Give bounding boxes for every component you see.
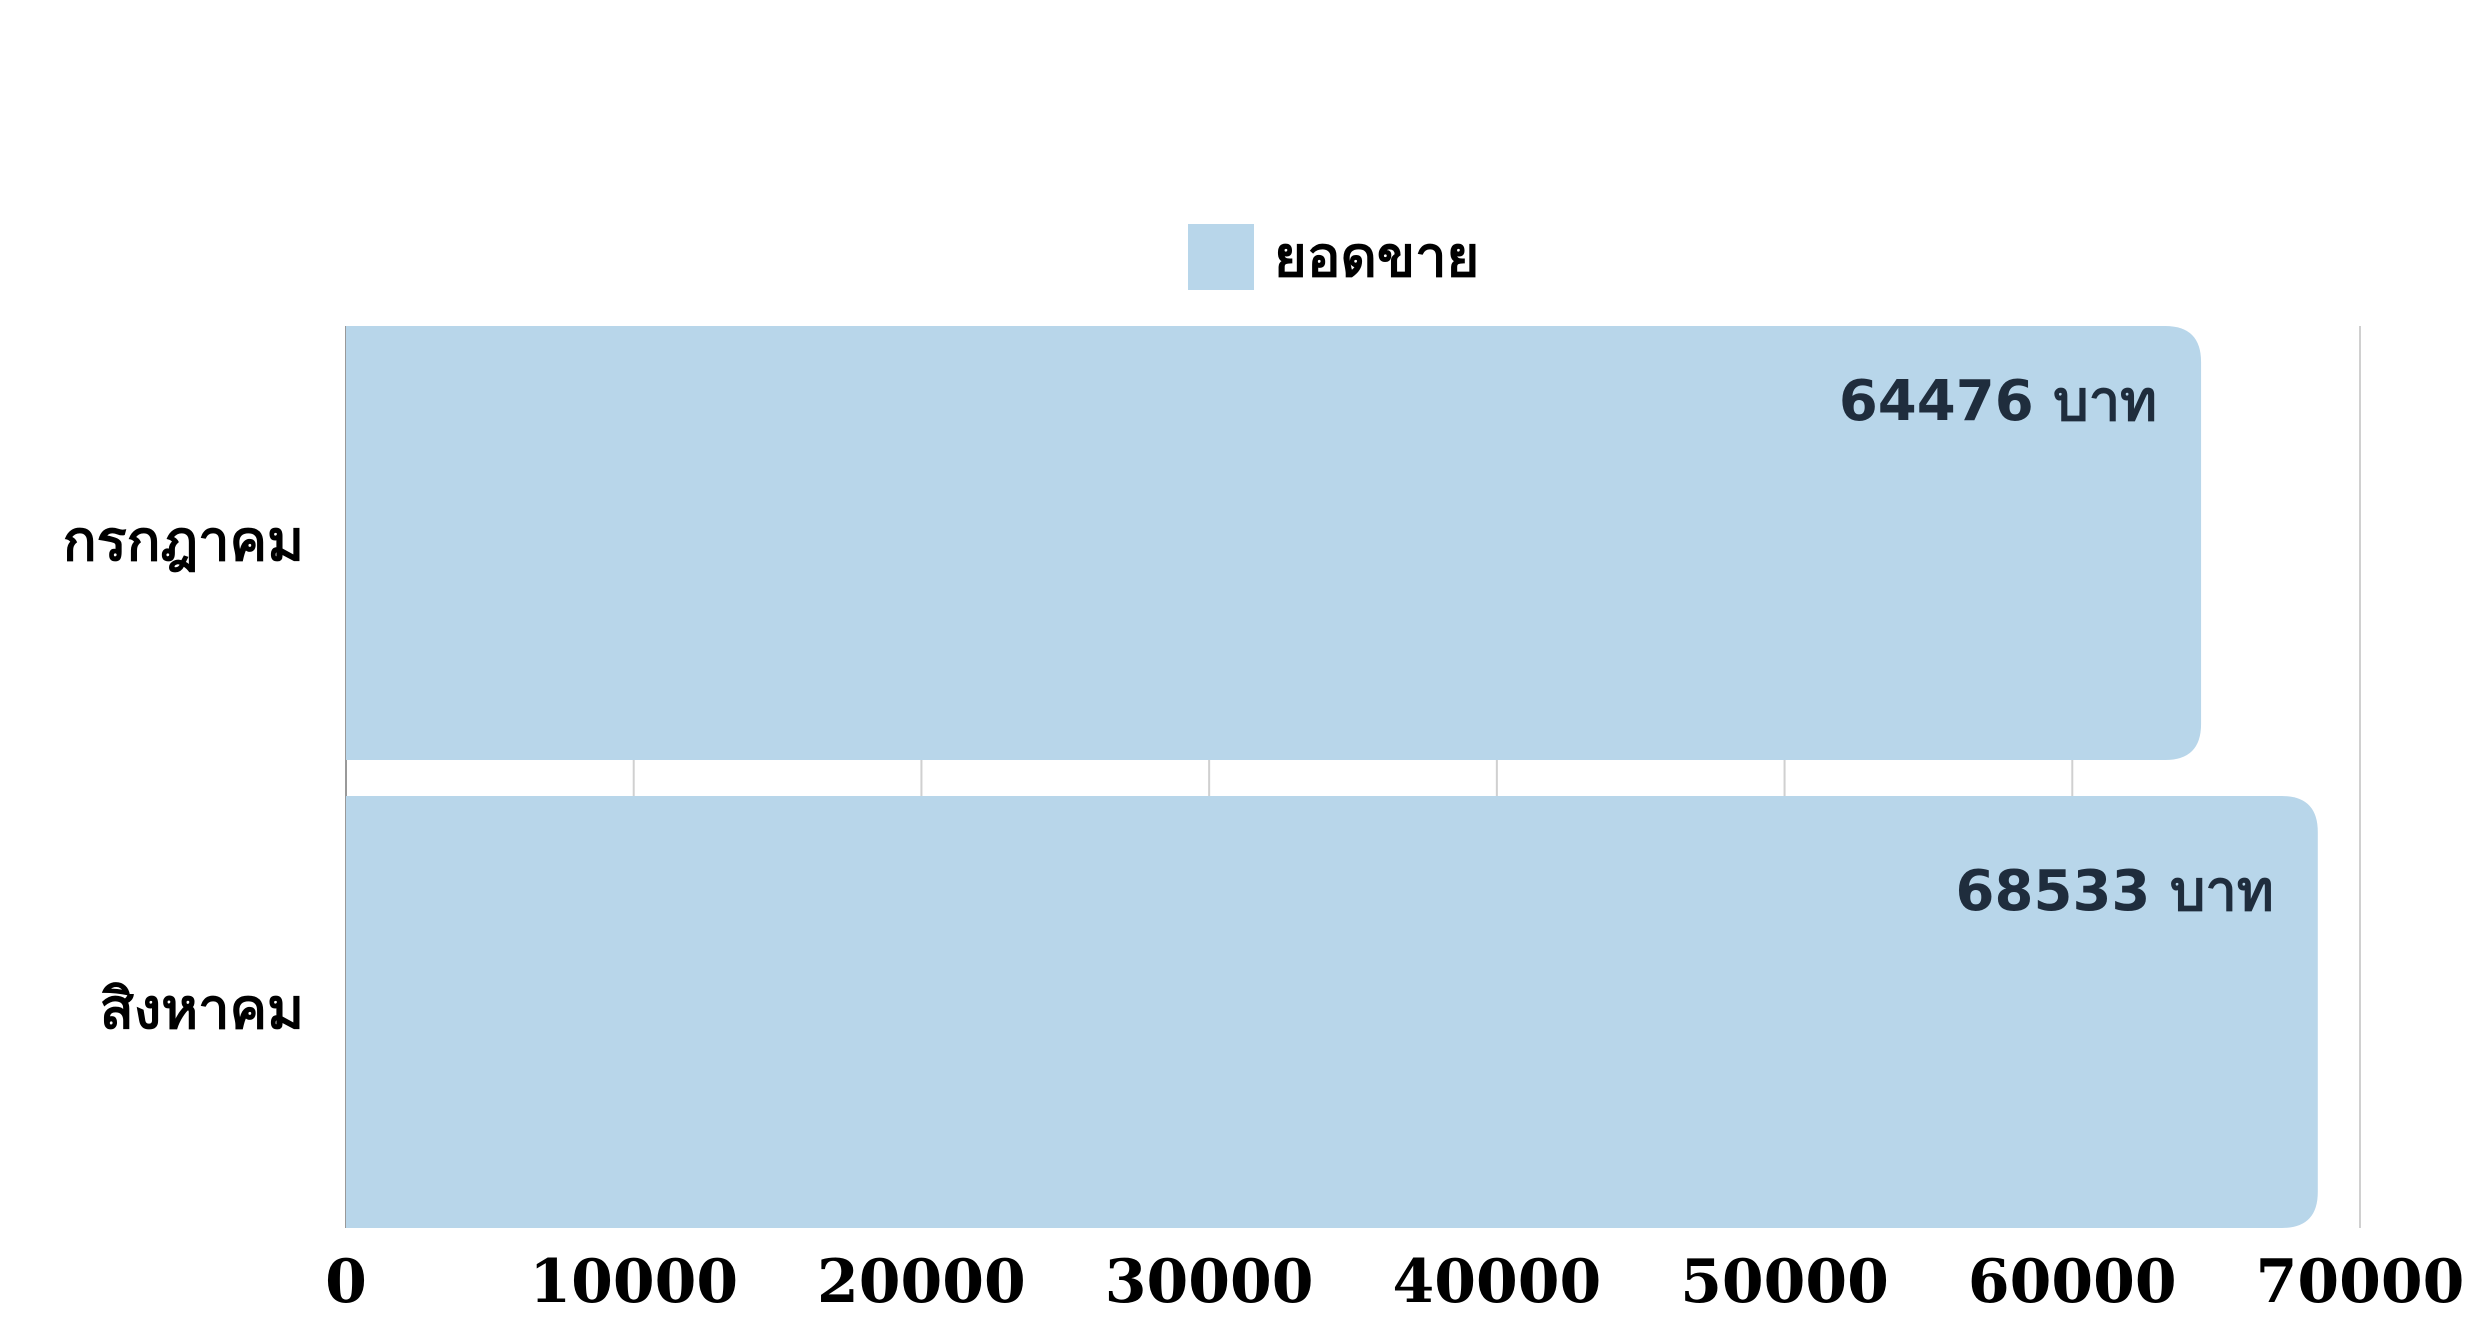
bar-0 — [346, 326, 2202, 760]
bar-1 — [346, 796, 2318, 1228]
legend-label: ยอดขาย — [1274, 224, 1479, 290]
x-axis-ticks: 0 10000 20000 30000 40000 50000 60000 70000 — [325, 1247, 2464, 1317]
x-tick-label-60000: 60000 — [1968, 1247, 2177, 1317]
category-label-1: สิงหาคม — [100, 976, 304, 1042]
data-label-0: 64476 บาท — [1839, 369, 2157, 434]
data-label-1: 68533 บาท — [1956, 859, 2274, 924]
x-tick-label-10000: 10000 — [529, 1247, 738, 1317]
x-tick-label-40000: 40000 — [1392, 1247, 1601, 1317]
legend-swatch — [1188, 224, 1254, 290]
bars — [346, 326, 2318, 1228]
x-tick-label-0: 0 — [325, 1247, 367, 1317]
legend: ยอดขาย — [1188, 224, 1479, 290]
x-tick-label-50000: 50000 — [1680, 1247, 1889, 1317]
category-label-0: กรกฎาคม — [63, 508, 304, 574]
x-tick-label-20000: 20000 — [817, 1247, 1026, 1317]
data-labels: 64476 บาท 68533 บาท — [1839, 369, 2274, 924]
x-tick-label-70000: 70000 — [2256, 1247, 2465, 1317]
x-tick-label-30000: 30000 — [1105, 1247, 1314, 1317]
